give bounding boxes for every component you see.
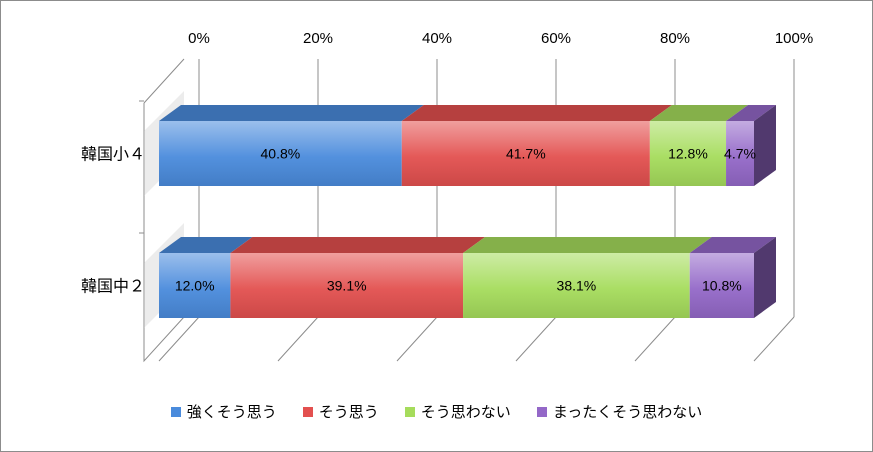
data-label: 12.0% bbox=[175, 278, 215, 294]
gridline-floor bbox=[396, 316, 438, 362]
data-label: 12.8% bbox=[668, 146, 708, 162]
legend-swatch bbox=[536, 406, 547, 417]
bar-segment bbox=[401, 121, 650, 186]
legend-swatch bbox=[170, 406, 181, 417]
legend: 強くそう思う そう思う そう思わない まったくそう思わない bbox=[1, 401, 872, 422]
data-label: 40.8% bbox=[261, 146, 301, 162]
bar-top-face bbox=[230, 237, 486, 253]
bar-segment bbox=[726, 121, 754, 186]
x-tick-label: 60% bbox=[541, 30, 571, 47]
x-tick-label: 100% bbox=[775, 30, 813, 47]
bar-chart: 0% 20% 40% 60% 80% 100% 韓国小４ 韓国中２ 40.8% 41.7% 12… bbox=[81, 30, 813, 363]
category-label: 韓国中２ bbox=[81, 278, 145, 296]
category-label: 韓国小４ bbox=[81, 146, 145, 164]
legend-label: まったくそう思わない bbox=[552, 404, 703, 421]
data-label: 4.7% bbox=[724, 146, 756, 162]
data-label: 10.8% bbox=[702, 278, 742, 294]
bar-segment bbox=[230, 253, 464, 318]
bar-side-face bbox=[754, 105, 776, 186]
bar-top-face bbox=[726, 105, 776, 121]
gridline-floor bbox=[634, 316, 676, 362]
legend-item: 強くそう思う bbox=[170, 401, 277, 422]
left-wall-edge bbox=[143, 58, 185, 363]
data-label: 41.7% bbox=[506, 146, 546, 162]
bar-top-face bbox=[159, 105, 424, 121]
data-label: 38.1% bbox=[557, 278, 597, 294]
bar-segment bbox=[649, 121, 727, 186]
data-labels: 40.8% 41.7% 12.8% 4.7% 12.0% 39.1% 38.1% 10.8% bbox=[175, 146, 756, 294]
x-tick-labels: 0% 20% 40% 60% 80% 100% bbox=[188, 30, 813, 47]
gridline-floor bbox=[753, 316, 795, 362]
bar-top-face bbox=[649, 105, 749, 121]
bar-top-face bbox=[463, 237, 712, 253]
x-tick-label: 20% bbox=[303, 30, 333, 47]
bar-segment bbox=[159, 121, 402, 186]
legend-label: 強くそう思う bbox=[186, 404, 277, 421]
data-label: 39.1% bbox=[327, 278, 367, 294]
legend-item: そう思わない bbox=[404, 401, 511, 422]
gridline-floor bbox=[515, 316, 557, 362]
bar-segment bbox=[463, 253, 690, 318]
x-tick-label: 0% bbox=[188, 30, 210, 47]
bar-top-face bbox=[159, 237, 253, 253]
legend-label: そう思わない bbox=[420, 404, 511, 421]
category-labels: 韓国小４ 韓国中２ bbox=[81, 146, 145, 296]
bars bbox=[159, 105, 776, 318]
bar-segment bbox=[159, 253, 231, 318]
legend-swatch bbox=[404, 406, 415, 417]
bar-top-face bbox=[401, 105, 672, 121]
bar-side-face bbox=[754, 237, 776, 318]
bar-segment bbox=[689, 253, 754, 318]
legend-item: まったくそう思わない bbox=[536, 401, 703, 422]
gridline-floor bbox=[158, 316, 200, 362]
bar-top-face bbox=[689, 237, 776, 253]
x-tick-label: 80% bbox=[660, 30, 690, 47]
x-tick-label: 40% bbox=[422, 30, 452, 47]
gridline-floor bbox=[277, 316, 319, 362]
legend-swatch bbox=[302, 406, 313, 417]
legend-item: そう思う bbox=[302, 401, 379, 422]
legend-label: そう思う bbox=[318, 404, 379, 421]
